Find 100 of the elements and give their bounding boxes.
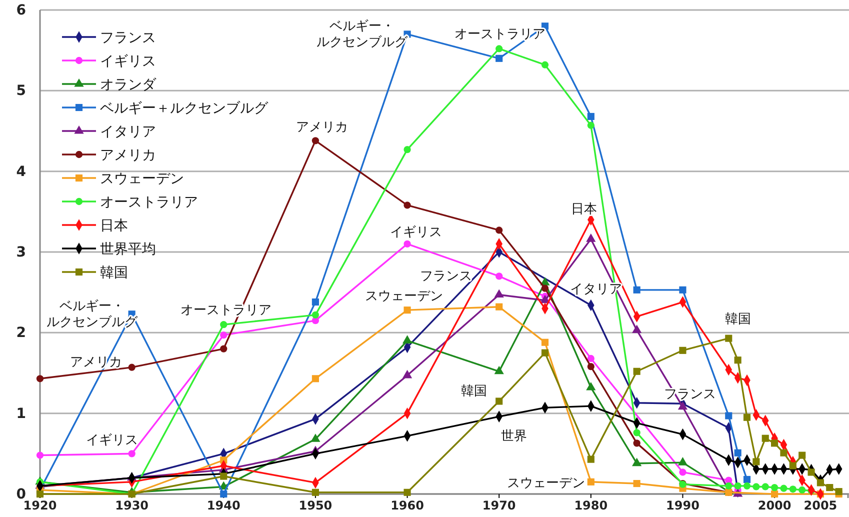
- annotation: スウェーデン: [507, 476, 585, 491]
- legend-label: 世界平均: [100, 242, 156, 258]
- point: [404, 146, 411, 154]
- point: [587, 456, 594, 463]
- point: [494, 366, 504, 374]
- legend-label: 日本: [100, 218, 128, 234]
- point: [679, 468, 686, 476]
- point: [587, 354, 594, 362]
- point: [633, 429, 640, 436]
- legend-label: スウェーデン: [100, 171, 184, 187]
- x-tick-label: 1940: [206, 498, 240, 513]
- point: [404, 306, 411, 314]
- point: [220, 472, 228, 480]
- annotation: イギリス: [390, 225, 442, 240]
- annotation: アメリカ: [296, 120, 348, 135]
- point: [771, 440, 778, 447]
- point: [743, 482, 751, 490]
- point: [725, 412, 732, 420]
- annotation: イギリス: [86, 433, 138, 448]
- point: [743, 414, 751, 421]
- point: [835, 488, 842, 496]
- point: [404, 202, 411, 209]
- point: [679, 346, 686, 354]
- point: [36, 452, 44, 459]
- point: [220, 321, 228, 328]
- point: [496, 54, 503, 62]
- annotation: アメリカ: [70, 355, 122, 370]
- point: [541, 284, 549, 292]
- annotation: 韓国: [461, 384, 487, 399]
- point: [404, 488, 411, 496]
- x-tick-label: 1920: [23, 498, 57, 513]
- point: [826, 484, 834, 492]
- point: [587, 362, 594, 370]
- point: [312, 298, 319, 306]
- point: [734, 356, 742, 364]
- point: [496, 272, 503, 280]
- point: [743, 476, 751, 484]
- legend-label: イタリア: [100, 124, 156, 140]
- point: [633, 440, 640, 447]
- legend-label: フランス: [100, 30, 156, 46]
- point: [587, 112, 594, 120]
- x-tick-label: 1980: [574, 498, 608, 513]
- point: [494, 289, 504, 298]
- point: [312, 311, 320, 318]
- point: [496, 45, 503, 52]
- annotation: フランス: [664, 387, 716, 402]
- x-tick-label: 1970: [482, 498, 516, 513]
- point: [679, 286, 686, 294]
- legend-label: オーストラリア: [100, 194, 198, 210]
- y-tick-label: 2: [16, 325, 26, 342]
- y-tick-label: 5: [16, 83, 26, 100]
- annotation: オーストラリア: [454, 27, 546, 42]
- annotation: 世界: [501, 429, 527, 444]
- y-tick-label: 4: [16, 164, 26, 180]
- point: [734, 449, 742, 456]
- point: [770, 484, 778, 492]
- point: [632, 324, 642, 334]
- point: [496, 398, 503, 405]
- point: [808, 468, 815, 476]
- annotation: 日本: [571, 202, 597, 217]
- point: [541, 338, 549, 346]
- y-tick-label: 6: [16, 2, 26, 18]
- point: [678, 401, 688, 410]
- point: [128, 450, 136, 458]
- point: [789, 486, 796, 493]
- point: [633, 480, 640, 488]
- legend-label: アメリカ: [100, 148, 156, 164]
- point: [128, 364, 136, 371]
- point: [587, 122, 594, 129]
- point: [586, 382, 596, 390]
- point: [762, 483, 769, 490]
- annotation: フランス: [420, 269, 472, 284]
- point: [312, 137, 320, 144]
- point: [402, 370, 412, 378]
- point: [725, 334, 732, 342]
- x-tick-label: 1950: [298, 498, 332, 513]
- point: [586, 234, 596, 242]
- point: [725, 482, 732, 490]
- point: [587, 478, 594, 486]
- point: [312, 488, 319, 496]
- point: [404, 240, 411, 248]
- point: [780, 449, 788, 456]
- legend-label: オランダ: [100, 77, 157, 93]
- point: [798, 486, 806, 494]
- point: [496, 226, 503, 234]
- point: [752, 483, 760, 490]
- x-tick-label: 2005: [804, 498, 838, 513]
- legend-label: イギリス: [100, 54, 156, 70]
- point: [633, 368, 640, 375]
- point: [762, 434, 769, 442]
- point: [678, 456, 688, 466]
- point: [220, 332, 228, 339]
- point: [36, 375, 44, 382]
- point: [541, 349, 549, 356]
- point: [798, 452, 806, 459]
- point: [402, 335, 412, 344]
- point: [632, 458, 642, 466]
- annotation: 韓国: [725, 312, 751, 327]
- point: [789, 462, 796, 470]
- point: [816, 479, 824, 486]
